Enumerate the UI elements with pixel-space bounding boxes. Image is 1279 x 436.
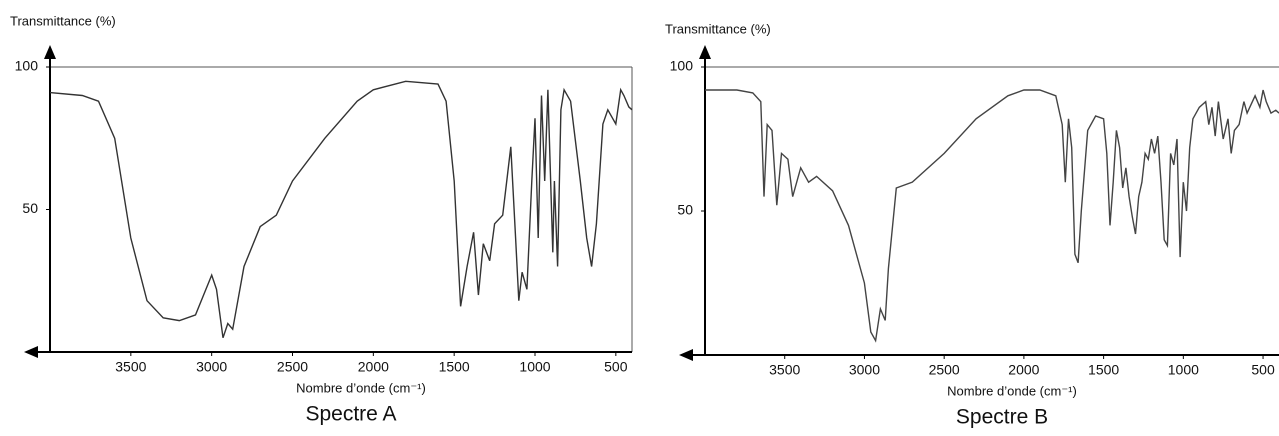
x-tick-label: 1500 [439,359,470,375]
y-axis-label: Transmittance (%) [10,13,116,28]
y-axis-arrow [699,45,711,59]
x-tick-label: 500 [604,359,628,375]
y-tick-label: 50 [677,202,693,218]
caption: Spectre B [956,406,1048,429]
y-tick-label: 100 [670,58,694,74]
y-axis-arrow [44,45,56,59]
y-tick-label: 100 [15,58,39,74]
x-tick-label: 3000 [196,359,227,375]
x-axis-label: Nombre d’onde (cm⁻¹) [947,383,1077,398]
x-tick-label: 2500 [277,359,308,375]
x-tick-label: 3500 [769,362,800,378]
y-axis-label: Transmittance (%) [665,21,771,36]
x-tick-label: 2000 [358,359,389,375]
x-tick-label: 1000 [1168,362,1199,378]
x-tick-label: 2000 [1008,362,1039,378]
caption: Spectre A [305,403,396,426]
x-tick-label: 500 [1251,362,1275,378]
x-tick-label: 1500 [1088,362,1119,378]
x-tick-label: 1000 [519,359,550,375]
spectrum-line [705,89,1279,343]
x-axis-arrow [679,349,693,361]
spectrum-line [49,80,633,339]
y-tick-label: 50 [22,200,38,216]
x-axis-arrow [24,346,38,358]
x-axis-label: Nombre d’onde (cm⁻¹) [296,380,426,395]
x-tick-label: 2500 [929,362,960,378]
x-tick-label: 3000 [849,362,880,378]
x-tick-label: 3500 [115,359,146,375]
